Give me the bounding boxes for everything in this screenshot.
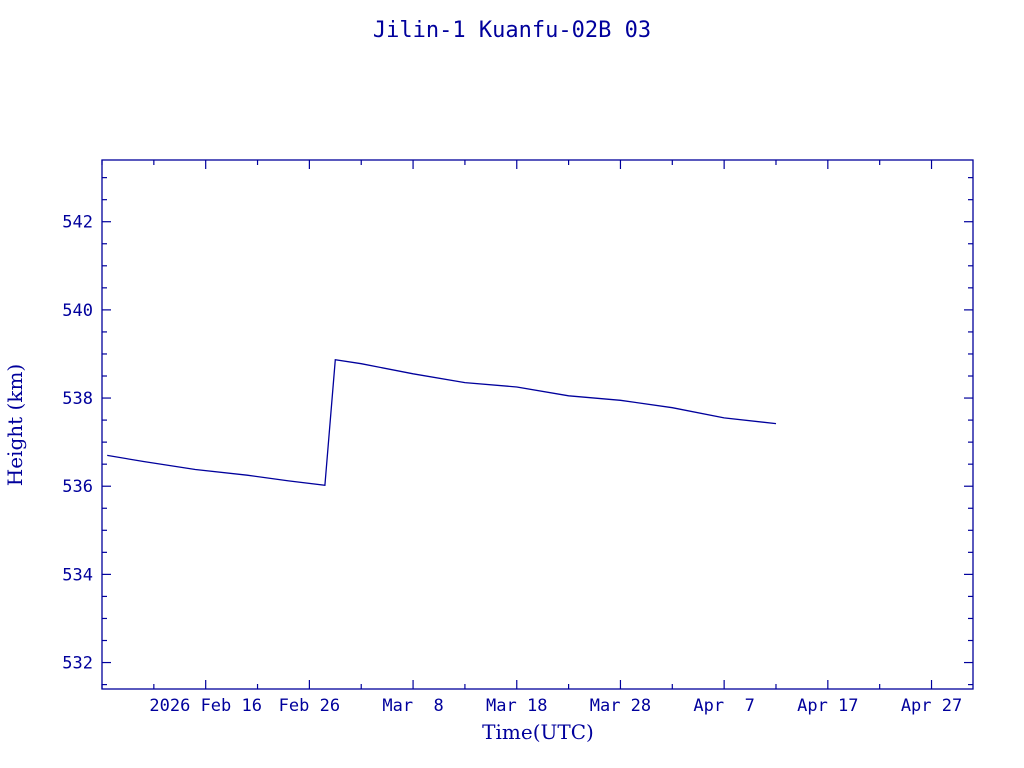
x-tick-label: 2026 Feb 16: [149, 696, 262, 716]
y-axis-label: Height (km): [3, 364, 27, 486]
y-tick-label: 534: [62, 565, 93, 585]
y-tick-label: 538: [62, 389, 93, 409]
axis-ticks: [101, 160, 973, 689]
plot-frame: [101, 159, 974, 690]
x-tick-label: Mar 28: [590, 696, 651, 716]
x-tick-label: Mar 18: [486, 696, 547, 716]
x-tick-label: Apr 27: [901, 696, 962, 716]
tick-labels: 2026 Feb 16 Feb 26 Mar 8 Mar 18 Mar 28 Apr 7 A…: [62, 213, 962, 716]
y-tick-label: 532: [62, 654, 93, 674]
x-tick-label: Apr 17: [797, 696, 858, 716]
y-tick-label: 536: [62, 477, 93, 497]
series-layer: [107, 358, 777, 487]
x-tick-label: Feb 26: [279, 696, 340, 716]
x-axis-label: Time(UTC): [482, 720, 594, 744]
x-tick-label: Apr 7: [693, 696, 754, 716]
y-tick-label: 542: [62, 213, 93, 233]
height-series-line: [107, 358, 777, 487]
y-tick-label: 540: [62, 301, 93, 321]
chart-title: Jilin-1 Kuanfu-02B 03: [373, 18, 651, 43]
x-tick-label: Mar 8: [382, 696, 443, 716]
